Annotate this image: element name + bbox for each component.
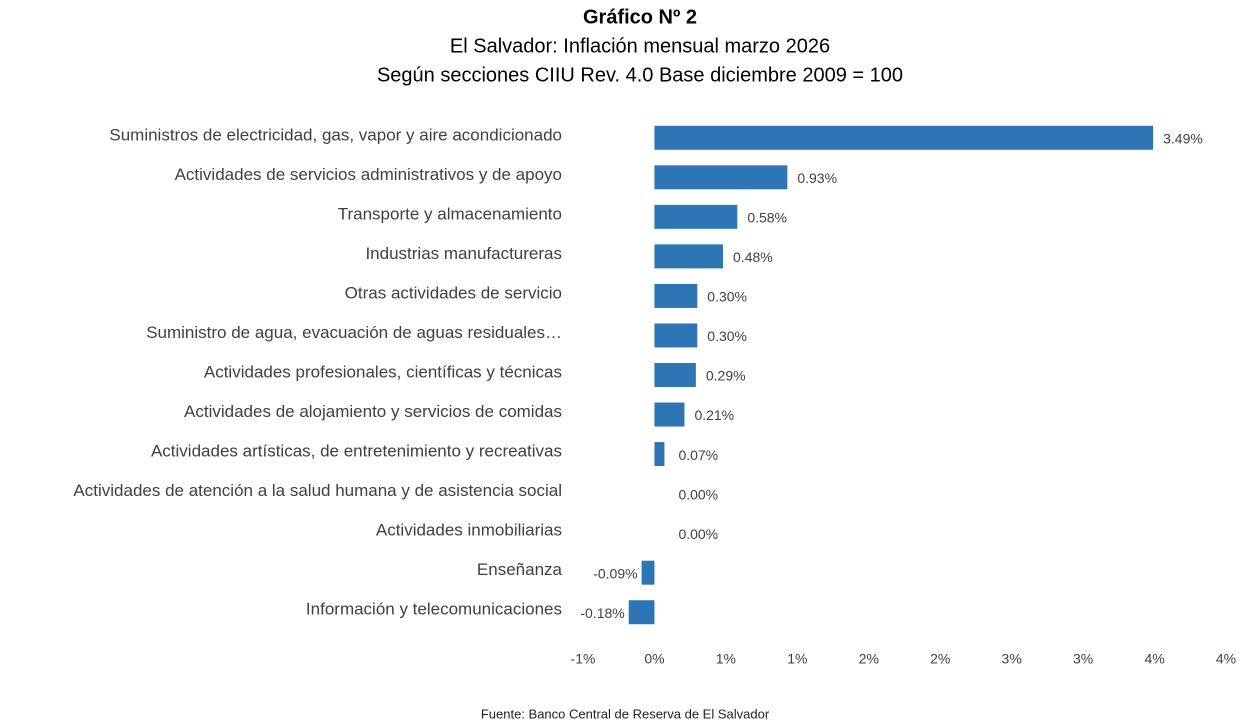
y-tick-label: Actividades profesionales, científicas y… xyxy=(204,362,562,381)
x-tick-label: 2% xyxy=(930,651,950,667)
bar xyxy=(654,283,698,308)
data-label: 0.93% xyxy=(797,170,837,186)
bar xyxy=(654,363,696,387)
x-tick-label: 3% xyxy=(1002,651,1022,667)
chart-subtitle: El Salvador: Inflación mensual marzo 202… xyxy=(450,35,830,57)
y-tick-label: Actividades de alojamiento y servicios d… xyxy=(184,402,562,421)
bar xyxy=(628,600,655,625)
y-tick-label: Transporte y almacenamiento xyxy=(338,204,562,223)
bar xyxy=(654,442,665,467)
bar xyxy=(654,125,1154,150)
bar xyxy=(641,560,655,585)
y-tick-label: Actividades de atención a la salud human… xyxy=(73,481,562,500)
x-tick-label: 3% xyxy=(1073,651,1093,667)
y-tick-label: Suministros de electricidad, gas, vapor … xyxy=(109,125,562,144)
data-label: 0.00% xyxy=(678,486,718,502)
data-label: 0.30% xyxy=(707,289,747,305)
y-tick-label: Suministro de agua, evacuación de aguas … xyxy=(146,323,562,342)
x-tick-label: 2% xyxy=(859,651,879,667)
y-tick-label: Actividades artísticas, de entretenimien… xyxy=(151,442,562,461)
bar xyxy=(654,165,788,190)
x-tick-label: 1% xyxy=(787,651,807,667)
data-label: 3.49% xyxy=(1163,130,1203,146)
y-tick-label: Enseñanza xyxy=(477,560,563,579)
y-tick-label: Información y telecomunicaciones xyxy=(306,600,562,619)
data-label: 0.07% xyxy=(678,447,718,463)
source-note: Fuente: Banco Central de Reserva de El S… xyxy=(481,706,770,721)
chart-subtitle: Según secciones CIIU Rev. 4.0 Base dicie… xyxy=(377,64,903,86)
data-label: -0.18% xyxy=(580,605,624,621)
chart-title: Gráfico Nº 2 xyxy=(583,6,697,28)
data-label: 0.48% xyxy=(733,249,773,265)
data-label: 0.29% xyxy=(706,368,746,384)
data-label: 0.00% xyxy=(678,526,718,542)
x-tick-label: 1% xyxy=(716,651,736,667)
x-tick-label: 4% xyxy=(1216,651,1236,667)
data-label: 0.58% xyxy=(747,210,787,226)
y-tick-label: Actividades de servicios administrativos… xyxy=(175,165,562,184)
y-tick-label: Otras actividades de servicio xyxy=(345,283,562,302)
data-label: 0.21% xyxy=(694,407,734,423)
bar xyxy=(654,323,698,348)
data-label: 0.30% xyxy=(707,328,747,344)
y-tick-label: Actividades inmobiliarias xyxy=(376,521,562,540)
x-tick-label: -1% xyxy=(571,651,596,667)
bar xyxy=(654,402,685,427)
bar xyxy=(654,204,738,229)
data-label: -0.09% xyxy=(593,565,637,581)
bar xyxy=(654,244,724,269)
x-tick-label: 4% xyxy=(1144,651,1164,667)
y-tick-label: Industrias manufactureras xyxy=(365,244,562,263)
x-tick-label: 0% xyxy=(644,651,664,667)
